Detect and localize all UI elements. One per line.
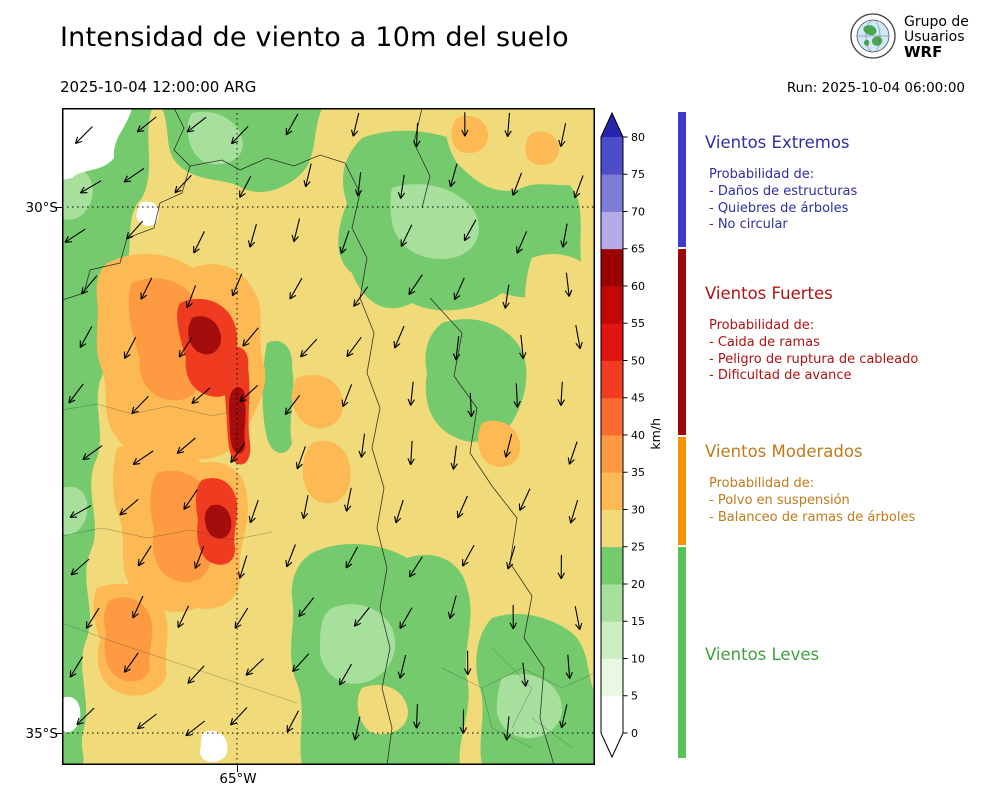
legend-section-extremos: Vientos Extremos Probabilidad de: - Daño… — [705, 133, 995, 234]
svg-text:55: 55 — [631, 317, 645, 330]
legend-item: - Dificultad de avance — [709, 368, 852, 383]
svg-text:5: 5 — [631, 690, 638, 703]
svg-text:50: 50 — [631, 354, 645, 367]
colorbar-unit-label: km/h — [648, 418, 663, 450]
svg-text:70: 70 — [631, 205, 645, 218]
valid-time-label: 2025-10-04 12:00:00 ARG — [60, 78, 257, 96]
lat-tick-30s — [55, 207, 62, 209]
legend-item: - Polvo en suspensión — [709, 493, 850, 508]
wrf-users-group-logo: Grupo de Usuarios WRF — [850, 13, 969, 63]
svg-text:35: 35 — [631, 466, 645, 479]
globe-icon — [850, 13, 896, 63]
svg-text:30: 30 — [631, 503, 645, 516]
category-bar-leves — [678, 547, 686, 758]
legend-section-moderados: Vientos Moderados Probabilidad de: - Pol… — [705, 442, 995, 526]
map-border — [62, 108, 595, 765]
white-calm-patches — [62, 108, 228, 762]
wind-arrows-layer — [64, 112, 584, 741]
svg-text:20: 20 — [631, 578, 645, 591]
light-green-regions — [62, 111, 562, 739]
svg-text:25: 25 — [631, 541, 645, 554]
svg-text:75: 75 — [631, 168, 645, 181]
legend-section-fuertes: Vientos Fuertes Probabilidad de: - Caida… — [705, 284, 995, 385]
colorbar-scale: 0 5 10 15 20 25 30 35 40 45 50 55 60 65 70 75 80 — [600, 111, 645, 759]
lat-label-35s: 35°S — [25, 726, 59, 742]
legend-title: Vientos Leves — [705, 645, 820, 664]
colorbar: 0 5 10 15 20 25 30 35 40 45 50 55 60 65 70 75 80 — [600, 110, 664, 768]
legend-item: - Caida de ramas — [709, 335, 820, 350]
page-title: Intensidad de viento a 10m del suelo — [60, 22, 569, 53]
legend-item: - No circular — [709, 217, 788, 232]
svg-text:65: 65 — [631, 243, 645, 256]
category-bar-moderados — [678, 437, 686, 545]
legend-title: Vientos Moderados — [705, 442, 863, 461]
wind-intensity-map — [61, 107, 596, 766]
legend-subtitle: Probabilidad de: — [709, 476, 815, 491]
logo-line-2: Usuarios — [904, 29, 965, 45]
category-bar-extremos — [678, 112, 686, 247]
category-bar-fuertes — [678, 249, 686, 435]
svg-text:45: 45 — [631, 392, 645, 405]
svg-text:15: 15 — [631, 615, 645, 628]
svg-text:10: 10 — [631, 652, 645, 665]
province-borders — [61, 107, 555, 766]
dark-red-cores — [188, 316, 246, 539]
map-frame — [61, 107, 596, 766]
legend-item: - Daños de estructuras — [709, 184, 858, 199]
lat-tick-35s — [55, 733, 62, 735]
legend-section-leves: Vientos Leves — [705, 645, 995, 664]
legend-item: - Balanceo de ramas de árboles — [709, 509, 916, 525]
legend-subtitle: Probabilidad de: — [709, 318, 815, 333]
legend-title: Vientos Extremos — [705, 133, 850, 152]
legend-subtitle: Probabilidad de: — [709, 167, 815, 182]
lon-tick-65w — [237, 765, 239, 772]
legend-title: Vientos Fuertes — [705, 284, 833, 303]
lon-label-65w: 65°W — [219, 771, 257, 787]
run-time-label: Run: 2025-10-04 06:00:00 — [786, 80, 965, 96]
logo-text: Grupo de Usuarios WRF — [904, 15, 969, 61]
svg-text:40: 40 — [631, 429, 645, 442]
legend-item: - Peligro de ruptura de cableado — [709, 351, 919, 367]
svg-text:0: 0 — [631, 727, 638, 740]
svg-text:60: 60 — [631, 280, 645, 293]
logo-line-1: Grupo de — [904, 14, 969, 30]
lat-label-30s: 30°S — [25, 200, 59, 216]
logo-line-3: WRF — [904, 43, 943, 61]
legend-item: - Quiebres de árboles — [709, 200, 849, 216]
graticule-lines — [62, 108, 595, 765]
svg-text:80: 80 — [631, 131, 645, 144]
